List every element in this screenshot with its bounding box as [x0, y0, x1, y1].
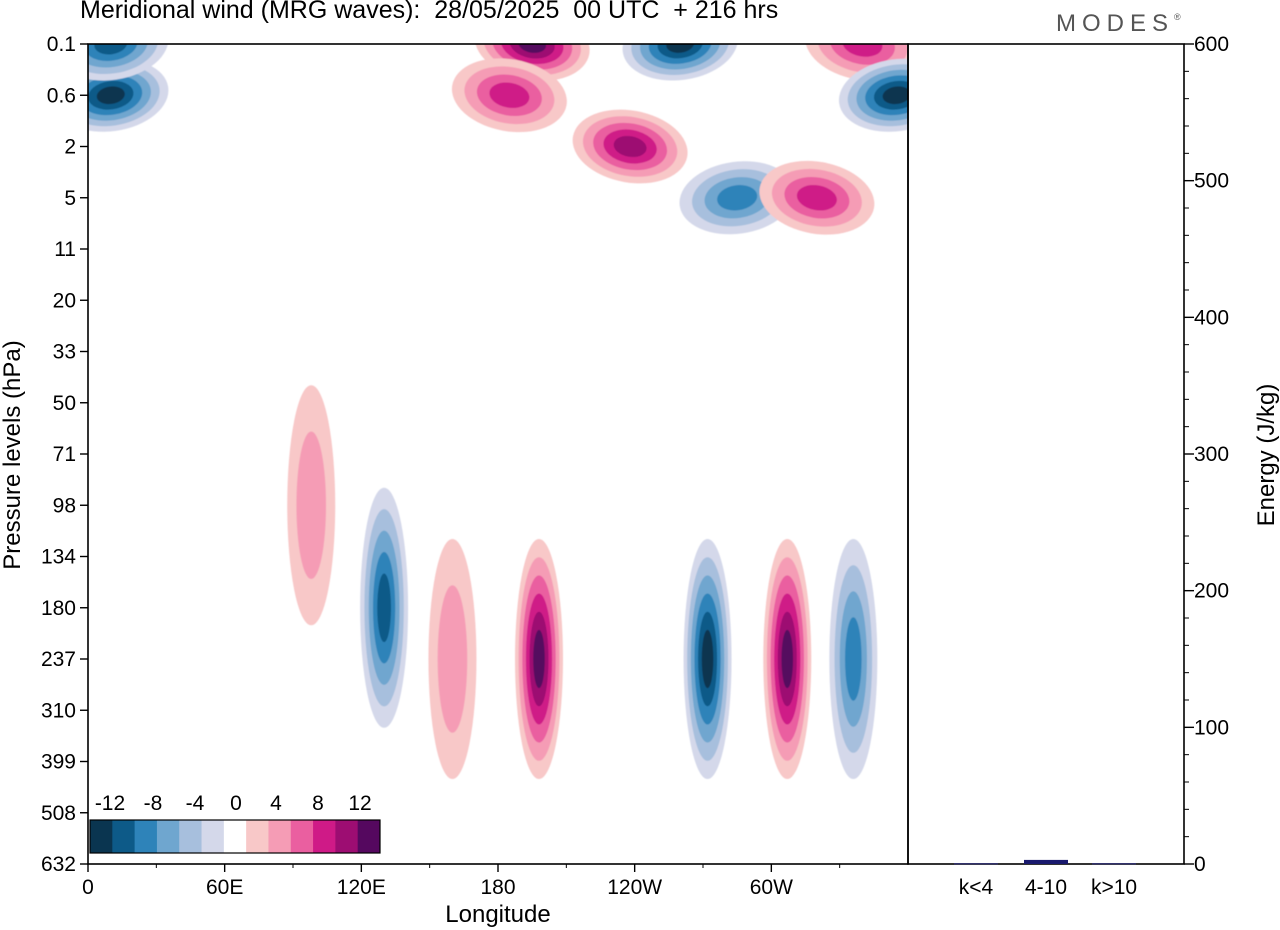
energy-tick-label: 100	[1194, 716, 1229, 739]
energy-bar	[1092, 863, 1136, 865]
contour-band	[796, 184, 837, 211]
x-tick-label: 0	[82, 876, 94, 899]
chart-title: Meridional wind (MRG waves): 28/05/2025 …	[80, 0, 779, 24]
y-tick-label: 50	[53, 392, 76, 415]
contour-band	[613, 135, 647, 158]
x-axis-title: Longitude	[445, 901, 550, 928]
energy-bar	[954, 863, 998, 865]
y-tick-label: 11	[54, 238, 76, 261]
energy-category-label: 4-10	[1025, 876, 1067, 899]
colorbar-swatch	[201, 820, 225, 853]
colorbar-swatch	[134, 820, 158, 853]
y-tick-label: 237	[41, 648, 76, 671]
wave-cell	[759, 160, 875, 235]
energy-category-label: k>10	[1091, 876, 1137, 899]
y-tick-label: 632	[41, 853, 76, 876]
x-tick-label: 60W	[750, 876, 793, 899]
energy-bars: k<4 4-10 k>10	[954, 859, 1137, 899]
colorbar-swatch	[179, 820, 203, 853]
y-tick-label: 180	[41, 597, 76, 620]
y-tick-label: 33	[53, 341, 76, 364]
colorbar-swatch	[112, 820, 136, 853]
wave-cell	[428, 539, 477, 779]
colorbar-label: 0	[230, 792, 242, 815]
colorbar-label: -12	[95, 792, 125, 815]
contour-band	[296, 431, 327, 580]
colorbar-swatch	[268, 820, 292, 853]
colorbar-swatch	[223, 820, 247, 853]
energy-category-label: k<4	[959, 876, 994, 899]
x-tick-label: 180	[480, 876, 515, 899]
x-tick-label: 60E	[206, 876, 243, 899]
energy-axis-title: Energy (J/kg)	[1253, 384, 1280, 527]
contour-band	[489, 82, 530, 109]
contour-band	[717, 185, 758, 211]
energy-panel-frame	[907, 43, 1185, 865]
contour-band	[666, 44, 695, 53]
contour-band	[533, 629, 545, 689]
wave-cell	[515, 539, 563, 779]
colorbar-swatch	[90, 820, 113, 853]
energy-tick-label: 400	[1194, 306, 1229, 329]
wave-cell	[679, 161, 795, 235]
heatmap-field	[88, 44, 908, 779]
y-tick-label: 71	[53, 443, 76, 466]
y-tick-label: 508	[41, 802, 76, 825]
x-tick-label: 120E	[337, 876, 386, 899]
y-tick-label: 0.6	[47, 84, 76, 107]
colorbar-label: -8	[144, 792, 163, 815]
y-axis-title: Pressure levels (hPa)	[0, 340, 26, 569]
y-tick-label: 310	[41, 699, 76, 722]
contour-band	[657, 44, 703, 59]
wave-cell	[451, 58, 567, 133]
energy-tick-label: 600	[1194, 33, 1229, 56]
wave-cell	[838, 58, 908, 132]
y-tick-label: 399	[41, 751, 76, 774]
wave-cell	[287, 385, 336, 626]
contour-band	[882, 86, 908, 105]
wave-cell	[360, 487, 409, 728]
energy-tick-label: 0	[1194, 853, 1206, 876]
wave-cell	[572, 109, 688, 184]
contour-band	[437, 585, 468, 733]
modes-logo: MODES®	[1056, 10, 1181, 38]
energy-tick-label: 300	[1194, 443, 1229, 466]
energy-tick-label: 200	[1194, 580, 1229, 603]
wave-cell	[829, 539, 878, 779]
contour-band	[701, 629, 714, 689]
y-tick-label: 5	[64, 187, 76, 210]
wave-cell	[763, 539, 812, 779]
y-tick-label: 134	[41, 546, 76, 569]
colorbar-swatch	[290, 820, 314, 853]
axes: 0.1 0.6 2 5 11 20 33 50 71 98 134 180 237 310 399 508 63…	[41, 33, 1229, 899]
brand-text: MODES	[1056, 10, 1175, 37]
energy-tick-label: 500	[1194, 170, 1229, 193]
colorbar-swatch	[313, 820, 336, 853]
contour-band	[781, 629, 794, 689]
colorbar-swatch	[335, 820, 359, 853]
colorbar-label: 12	[348, 792, 371, 815]
y-tick-label: 0.1	[47, 33, 76, 56]
y-tick-label: 2	[64, 136, 76, 159]
energy-bar	[1024, 859, 1068, 864]
colorbar-swatch	[357, 820, 381, 853]
contour-band	[845, 617, 862, 701]
x-tick-label: 120W	[607, 876, 662, 899]
colorbar-label: -4	[186, 792, 205, 815]
contour-band	[842, 44, 883, 57]
colorbar-swatch	[246, 820, 269, 853]
y-tick-label: 98	[53, 494, 76, 517]
colorbar: -12 -8 -4 0 4 8 12	[89, 792, 381, 854]
colorbar-label: 4	[270, 792, 282, 815]
wave-cell	[88, 58, 169, 132]
colorbar-swatch	[156, 820, 180, 853]
contour-band	[96, 86, 125, 105]
brand-mark: ®	[1174, 12, 1181, 22]
wave-cell	[683, 539, 732, 779]
y-tick-label: 20	[53, 289, 76, 312]
contour-band	[377, 573, 392, 643]
colorbar-label: 8	[312, 792, 324, 815]
colorbar-frame	[89, 819, 381, 854]
